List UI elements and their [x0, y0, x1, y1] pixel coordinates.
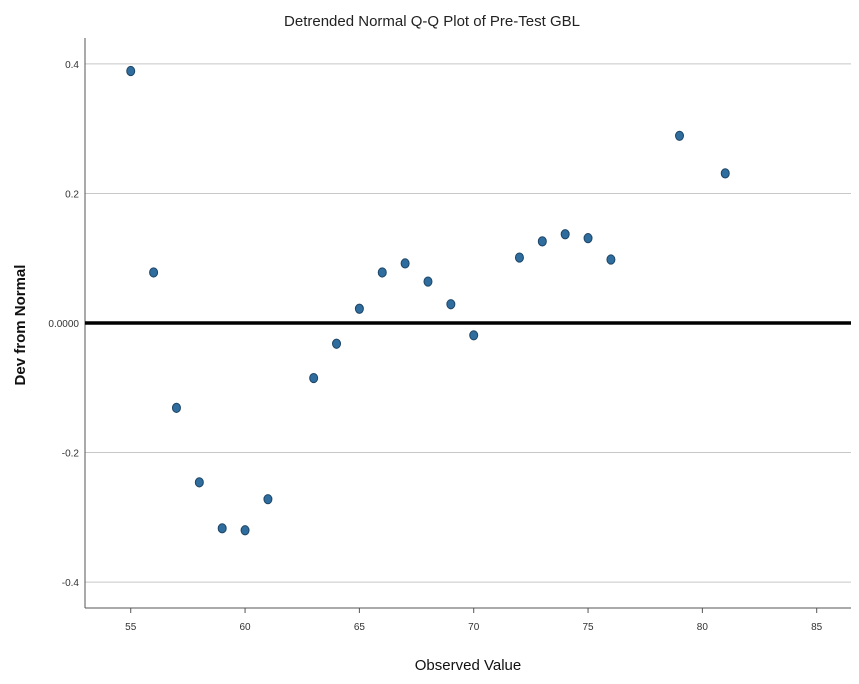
y-axis-label: Dev from Normal: [12, 265, 29, 386]
data-point: [240, 525, 250, 536]
data-point: [171, 402, 181, 413]
x-tick-label: 85: [811, 622, 823, 633]
data-point: [446, 299, 456, 310]
data-point: [400, 258, 410, 269]
grid-lines: [85, 63, 851, 583]
x-axis-label: Observed Value: [415, 657, 521, 674]
data-point: [354, 303, 364, 314]
x-tick-label: 65: [354, 622, 366, 633]
data-point: [149, 267, 159, 278]
x-tick-label: 80: [697, 622, 709, 633]
data-point: [675, 130, 685, 141]
axes: [84, 38, 851, 613]
data-point: [377, 267, 387, 278]
y-tick-label: 0.0000: [48, 319, 79, 330]
y-tick-label: 0.2: [65, 189, 79, 200]
x-tick-label: 55: [125, 622, 137, 633]
y-tick-label: 0.4: [65, 60, 79, 71]
data-point: [309, 372, 319, 384]
data-points: [126, 65, 730, 536]
data-point: [583, 233, 593, 244]
data-point: [606, 254, 616, 265]
chart-title: Detrended Normal Q-Q Plot of Pre-Test GB…: [284, 13, 580, 30]
data-point: [720, 168, 730, 179]
data-point: [537, 236, 547, 247]
x-tick-label: 60: [239, 622, 251, 633]
data-point: [217, 523, 227, 534]
y-tick-labels: -0.4 -0.2 0.0000 0.2 0.4: [48, 60, 79, 589]
data-point: [126, 65, 136, 77]
data-point: [560, 229, 570, 240]
data-point: [332, 338, 342, 349]
x-tick-label: 70: [468, 622, 480, 633]
data-point: [194, 477, 204, 488]
data-point: [514, 252, 524, 263]
x-tick-labels: 55 60 65 70 75 80 85: [125, 622, 823, 633]
data-point: [469, 330, 479, 341]
y-tick-label: -0.4: [62, 578, 80, 589]
y-tick-label: -0.2: [62, 449, 80, 460]
data-point: [263, 494, 273, 505]
x-tick-label: 75: [582, 622, 594, 633]
data-point: [423, 276, 433, 287]
